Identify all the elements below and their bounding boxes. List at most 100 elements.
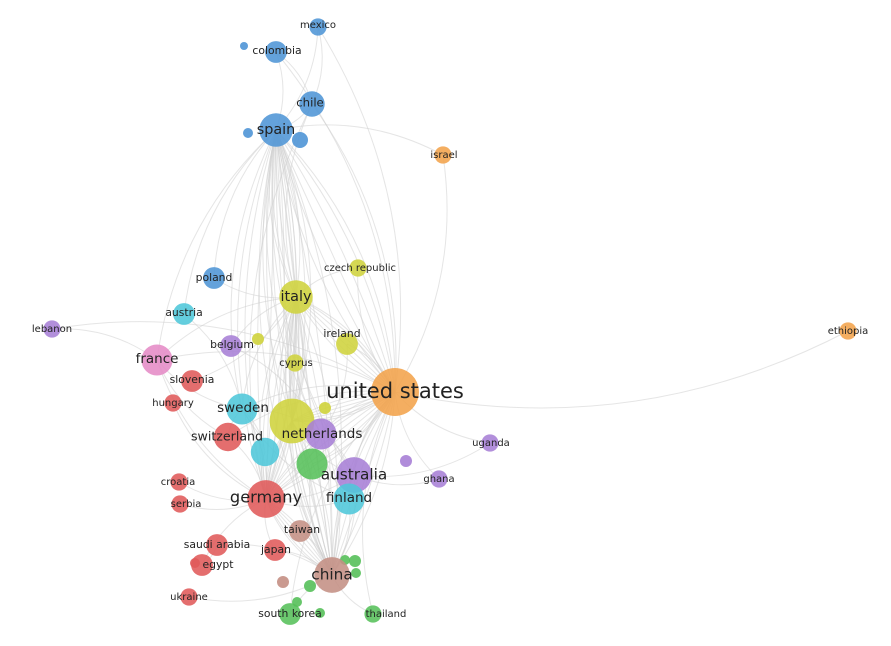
node-label-slovenia: slovenia: [170, 373, 215, 386]
network-node-hungary[interactable]: [164, 394, 182, 412]
node-label-austria: austria: [165, 306, 202, 319]
network-node-mexico[interactable]: [309, 18, 327, 36]
node-label-ukraine: ukraine: [170, 592, 208, 603]
network-edge: [275, 129, 297, 298]
network-edge: [275, 129, 396, 393]
node-label-colombia: colombia: [252, 44, 301, 57]
network-node-japan[interactable]: [264, 539, 286, 561]
network-node-uganda[interactable]: [481, 434, 499, 452]
network-node-croatia[interactable]: [170, 473, 188, 491]
node-label-japan: japan: [260, 543, 291, 556]
network-edge: [183, 129, 277, 315]
node-label-thailand: thailand: [366, 609, 407, 620]
node-label-lebanon: lebanon: [32, 324, 72, 335]
node-label-chile: chile: [296, 96, 324, 110]
network-edge: [275, 129, 342, 576]
network-node-italy[interactable]: [279, 280, 313, 314]
network-edge: [271, 129, 297, 298]
node-label-south-korea: south korea: [258, 607, 322, 620]
node-label-czech-republic: czech republic: [324, 263, 396, 274]
node-label-united-states: united states: [326, 379, 464, 403]
network-node-slovenia[interactable]: [181, 370, 203, 392]
network-node-egypt[interactable]: [191, 554, 213, 576]
network-node-dot: [349, 555, 361, 567]
network-node-ukraine[interactable]: [180, 588, 198, 606]
node-label-australia: australia: [321, 466, 388, 484]
network-node-israel[interactable]: [434, 146, 452, 164]
node-label-germany: germany: [230, 488, 303, 507]
network-node-finland[interactable]: [333, 483, 365, 515]
network-node-dot: [292, 132, 308, 148]
network-node-dot: [315, 608, 325, 618]
network-node-france[interactable]: [141, 344, 173, 376]
network-node-south-korea[interactable]: [279, 603, 301, 625]
node-label-saudi-arabia: saudi arabia: [184, 538, 251, 551]
network-node-ethiopia[interactable]: [839, 322, 857, 340]
network-node-dot: [252, 333, 264, 345]
node-label-ethiopia: ethiopia: [828, 326, 869, 337]
network-node-thailand[interactable]: [364, 605, 382, 623]
network-node-cyprus[interactable]: [286, 354, 304, 372]
network-node-unlabeled-cyan-mid[interactable]: [250, 437, 280, 467]
network-node-chile[interactable]: [299, 91, 325, 117]
network-edges: [51, 26, 849, 615]
network-node-lebanon[interactable]: [43, 320, 61, 338]
network-edge: [51, 321, 396, 393]
node-label-poland: poland: [196, 271, 233, 284]
network-edge: [275, 129, 301, 298]
network-node-serbia[interactable]: [171, 495, 189, 513]
network-edge: [275, 129, 312, 422]
network-edge: [275, 129, 396, 393]
network-node-dot: [351, 568, 361, 578]
network-node-china[interactable]: [314, 557, 350, 593]
network-edge: [275, 124, 444, 156]
network-node-unlabeled-olive-center[interactable]: [269, 398, 315, 444]
network-edge: [275, 51, 396, 393]
network-node-czech-republic[interactable]: [349, 259, 367, 277]
network-node-ireland[interactable]: [336, 333, 358, 355]
network-node-sweden[interactable]: [226, 393, 258, 425]
network-edge: [394, 154, 448, 393]
network-node-australia[interactable]: [336, 457, 372, 493]
node-label-finland: finland: [326, 490, 372, 506]
network-edge: [156, 359, 267, 500]
node-label-italy: italy: [281, 289, 312, 305]
network-node-poland[interactable]: [203, 267, 225, 289]
node-label-france: france: [136, 351, 179, 367]
network-node-unlabeled-green-mid[interactable]: [296, 448, 328, 480]
node-label-sweden: sweden: [217, 400, 269, 416]
network-edge: [213, 129, 277, 279]
node-label-netherlands: netherlands: [282, 426, 363, 442]
network-node-austria[interactable]: [173, 303, 195, 325]
network-node-saudi-arabia[interactable]: [206, 534, 228, 556]
network-node-netherlands[interactable]: [305, 418, 337, 450]
network-edge: [156, 129, 277, 361]
network-node-colombia[interactable]: [265, 41, 287, 63]
network-edge: [265, 296, 297, 500]
network-node-dot: [243, 128, 253, 138]
network-node-ghana[interactable]: [430, 470, 448, 488]
network-node-germany[interactable]: [247, 480, 285, 518]
node-label-spain: spain: [257, 122, 296, 138]
network-node-spain[interactable]: [259, 113, 293, 147]
network-edge: [275, 129, 297, 298]
node-label-egypt: egypt: [203, 558, 234, 571]
network-edge: [271, 129, 293, 422]
node-label-croatia: croatia: [161, 477, 195, 488]
network-nodes: [43, 18, 857, 625]
node-label-belgium: belgium: [210, 338, 254, 351]
network-node-belgium[interactable]: [220, 335, 242, 357]
network-node-united-states[interactable]: [371, 368, 419, 416]
network-edge: [317, 26, 402, 393]
network-edge: [394, 330, 849, 409]
network-node-switzerland[interactable]: [213, 422, 243, 452]
network-edge: [266, 129, 333, 576]
node-label-china: china: [311, 566, 352, 584]
network-node-taiwan[interactable]: [289, 520, 311, 542]
network-node-dot: [304, 580, 316, 592]
network-edge: [156, 296, 297, 361]
node-label-ghana: ghana: [423, 474, 454, 485]
network-edge: [311, 103, 397, 393]
